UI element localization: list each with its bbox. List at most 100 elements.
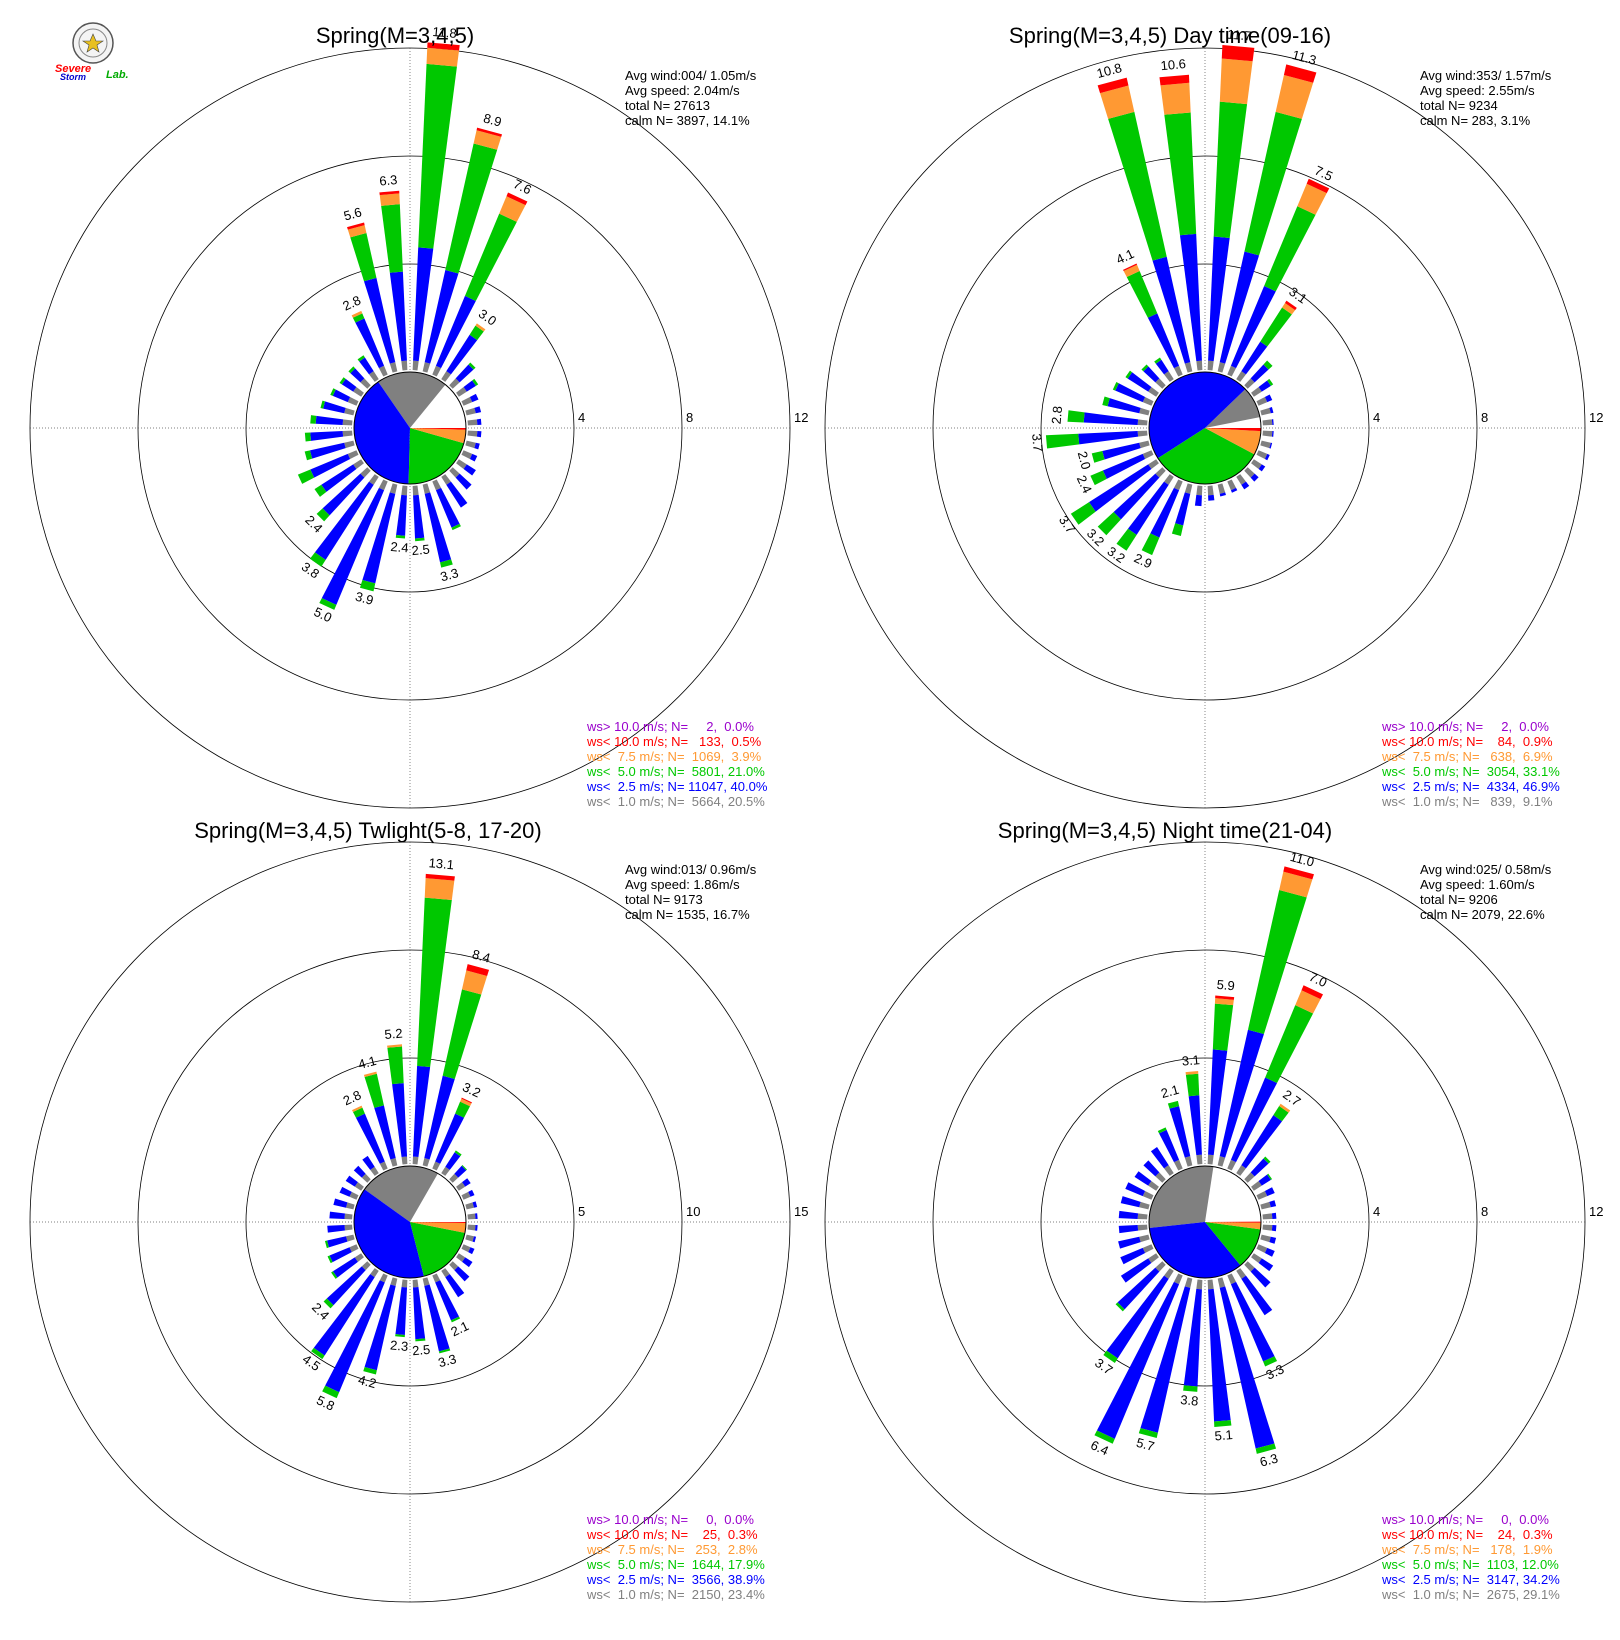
bar-segment — [1260, 1234, 1271, 1243]
bar-segment — [327, 1255, 333, 1264]
bar-segment — [387, 1044, 403, 1048]
bar-value-label: 5.1 — [1214, 1427, 1233, 1444]
bar-segment — [1137, 1213, 1148, 1220]
bar-segment — [1102, 396, 1110, 407]
bar-segment — [362, 1155, 375, 1170]
bar-segment — [1264, 394, 1273, 403]
panel-title: Spring(M=3,4,5) Twlight(5-8, 17-20) — [194, 818, 541, 843]
bar-segment — [432, 365, 442, 377]
bar-segment — [426, 47, 460, 67]
info-line: Avg wind:353/ 1.57m/s — [1420, 68, 1552, 83]
bar-segment — [1155, 378, 1166, 389]
bar-segment — [1251, 459, 1262, 469]
bar-segment — [455, 473, 472, 490]
bar-segment — [1183, 1288, 1202, 1387]
bar-segment — [1118, 1236, 1141, 1249]
bar-segment — [1102, 453, 1146, 479]
info-line: calm N= 1535, 16.7% — [625, 907, 750, 922]
bar-segment — [461, 1191, 471, 1200]
pie-slice-calm — [410, 384, 466, 428]
legend-entry-lt5: ws< 5.0 m/s; N= 3054, 33.1% — [1381, 764, 1560, 779]
bar-segment — [1154, 357, 1162, 364]
bar-segment — [1227, 1273, 1237, 1285]
pie-outline — [353, 1165, 467, 1279]
bar-segment — [401, 1156, 408, 1165]
bar-segment — [321, 487, 385, 605]
bar-segment — [378, 365, 388, 377]
ring-label: 8 — [1481, 1204, 1488, 1219]
bar-segment — [381, 204, 403, 273]
bar-segment — [1260, 307, 1292, 347]
bar-segment — [412, 485, 419, 496]
bar-segment — [424, 1075, 455, 1160]
bar-segment — [1091, 450, 1105, 463]
logo-star-icon — [82, 33, 104, 53]
bar-segment — [354, 1182, 364, 1191]
bar-segment — [347, 225, 367, 238]
pie-slice-lt2_5 — [1149, 1222, 1241, 1279]
bar-segment — [310, 431, 344, 441]
bar-segment — [451, 523, 461, 531]
bar-segment — [1141, 533, 1160, 556]
bar-segment — [435, 295, 476, 369]
pie-slice-lt2_5 — [354, 1189, 424, 1278]
bar-segment — [1134, 1171, 1152, 1186]
bar-segment — [1251, 1253, 1262, 1263]
bar-segment — [1196, 360, 1203, 371]
bar-value-label: 2.8 — [341, 1087, 364, 1108]
bar-segment — [1230, 1281, 1275, 1362]
bar-segment — [449, 467, 460, 478]
bar-segment — [355, 318, 385, 369]
bar-segment — [1263, 1156, 1271, 1164]
bar-segment — [1139, 407, 1150, 416]
bar-segment — [1138, 1428, 1158, 1439]
bar-segment — [1306, 178, 1330, 194]
bar-segment — [331, 1271, 338, 1279]
bar-segment — [424, 492, 452, 563]
bar-segment — [1273, 1106, 1289, 1122]
bar-segment — [1164, 1165, 1174, 1176]
bar-segment — [1089, 464, 1152, 512]
bar-segment — [1219, 492, 1226, 497]
bar-value-label: 2.0 — [1075, 450, 1094, 471]
bar-segment — [1215, 995, 1235, 1000]
bar-segment — [389, 362, 398, 373]
bar-segment — [1173, 1159, 1183, 1171]
bar-value-label: 7.6 — [511, 176, 534, 197]
bar-segment — [1295, 990, 1321, 1014]
bar-segment — [1142, 396, 1154, 406]
bar-segment — [395, 535, 406, 539]
bar-segment — [472, 1201, 478, 1208]
bar-segment — [309, 442, 346, 459]
bar-segment — [1265, 1005, 1314, 1084]
bar-segment — [1139, 1234, 1150, 1243]
bar-value-label: 5.2 — [384, 1026, 403, 1043]
bar-segment — [314, 481, 374, 560]
bar-segment — [450, 1316, 461, 1323]
pie-slice-lt10 — [1205, 428, 1261, 432]
bar-segment — [1196, 485, 1203, 496]
bar-segment — [1115, 383, 1146, 403]
bar-segment — [330, 388, 336, 396]
bar-segment — [1188, 1095, 1202, 1156]
bar-segment — [1148, 1253, 1159, 1263]
bar-segment — [1244, 378, 1255, 389]
bar-segment — [344, 407, 355, 416]
bar-value-label: 2.4 — [390, 539, 409, 556]
bar-segment — [1271, 1212, 1277, 1219]
bar-segment — [441, 1268, 450, 1278]
bar-segment — [1123, 263, 1138, 272]
bar-value-label: 2.1 — [448, 1318, 471, 1339]
bar-segment — [1217, 362, 1226, 373]
bar-segment — [1241, 1275, 1273, 1316]
bar-segment — [472, 1236, 477, 1243]
bar-segment — [418, 63, 457, 249]
bar-segment — [1142, 1190, 1154, 1200]
bar-segment — [353, 1165, 366, 1178]
bar-segment — [1264, 1187, 1275, 1197]
bar-segment — [309, 552, 326, 567]
pie-slice-calm — [1205, 417, 1261, 428]
bar-segment — [440, 559, 453, 568]
bar-segment — [342, 430, 353, 437]
bar-segment — [468, 362, 476, 370]
